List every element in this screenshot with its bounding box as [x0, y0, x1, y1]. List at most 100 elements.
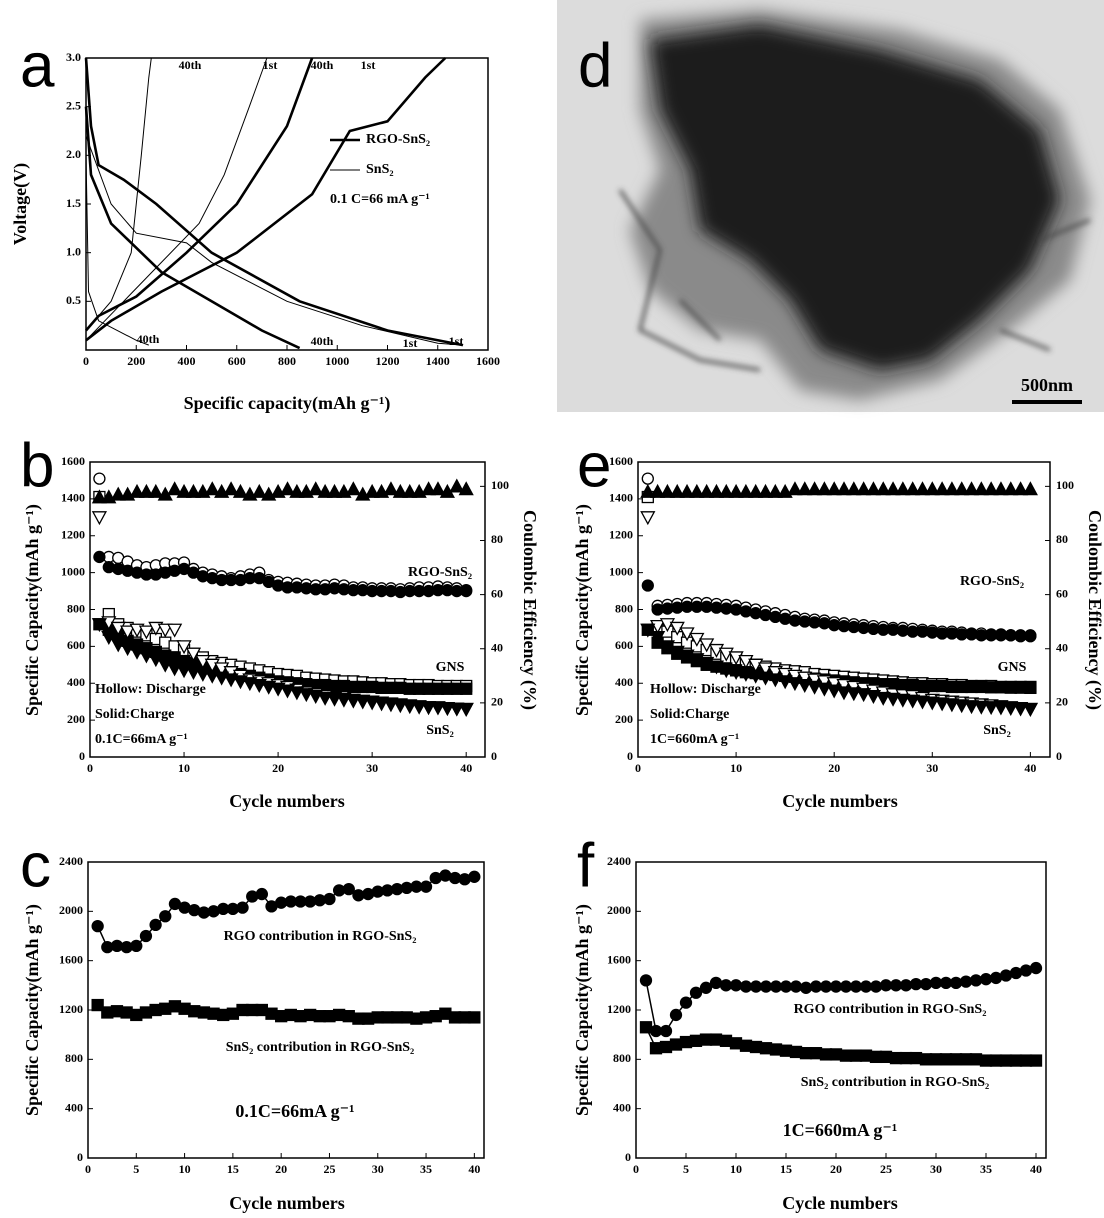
- x-tick-label: 20: [275, 1162, 287, 1176]
- x-tick-label: 800: [278, 354, 296, 368]
- marker: [669, 483, 685, 498]
- voltage-curve: [85, 57, 268, 341]
- marker: [167, 481, 183, 496]
- y-tick-label: 400: [613, 1100, 631, 1114]
- marker: [729, 1037, 743, 1050]
- marker: [110, 638, 126, 653]
- marker: [944, 698, 960, 713]
- marker: [748, 483, 764, 498]
- y-tick-label: 1200: [61, 528, 85, 542]
- marker: [849, 1049, 863, 1062]
- marker: [875, 691, 891, 706]
- x-tick-label: 10: [730, 1162, 742, 1176]
- marker: [939, 1053, 953, 1066]
- tem-image: 500nm d: [557, 0, 1104, 412]
- y-axis-label: Voltage(V): [10, 163, 31, 245]
- marker: [993, 701, 1009, 716]
- marker: [689, 653, 705, 668]
- marker: [905, 481, 921, 496]
- x-tick-label: 1400: [426, 354, 450, 368]
- marker: [336, 693, 352, 708]
- marker: [185, 483, 202, 498]
- marker: [699, 483, 715, 498]
- marker: [641, 579, 654, 592]
- marker: [420, 701, 437, 716]
- marker: [195, 654, 211, 669]
- marker: [1022, 481, 1038, 496]
- marker: [639, 1021, 653, 1034]
- marker: [789, 980, 803, 993]
- voltage-curve: [85, 135, 463, 346]
- marker: [392, 699, 408, 714]
- x-tick-label: 40: [1030, 1162, 1042, 1176]
- marker: [839, 1049, 853, 1062]
- note: 0.1C=66mA g⁻¹: [95, 732, 188, 747]
- marker: [255, 887, 269, 901]
- marker: [101, 631, 117, 646]
- y-tick-label: 400: [615, 675, 633, 689]
- marker: [93, 550, 106, 564]
- marker: [979, 1054, 993, 1067]
- marker: [819, 980, 833, 993]
- y-tick-label: 1200: [607, 1002, 631, 1016]
- series-label: SnS₂ contribution in RGO-SnS₂: [226, 1040, 415, 1055]
- marker: [650, 619, 666, 634]
- marker: [236, 901, 249, 914]
- marker: [729, 603, 743, 616]
- marker: [909, 1051, 923, 1065]
- marker: [748, 658, 764, 673]
- series-label: SnS₂: [426, 723, 454, 738]
- marker: [989, 1054, 1003, 1067]
- marker: [449, 702, 465, 717]
- marker: [914, 481, 931, 496]
- note: Hollow: Discharge: [95, 682, 206, 697]
- marker: [148, 483, 164, 498]
- marker: [91, 998, 104, 1012]
- marker: [836, 481, 852, 496]
- marker: [383, 481, 399, 496]
- x-tick-label: 30: [366, 761, 378, 775]
- y-tick-label: 2.5: [66, 98, 81, 112]
- x-tick-label: 20: [828, 761, 840, 775]
- marker: [326, 483, 343, 498]
- marker: [797, 481, 813, 496]
- x-tick-label: 35: [980, 1162, 992, 1176]
- x-tick-label: 1200: [376, 354, 400, 368]
- marker: [1003, 701, 1019, 717]
- y-tick-label: 200: [615, 712, 633, 726]
- marker: [999, 1054, 1013, 1067]
- marker: [669, 645, 685, 660]
- marker: [919, 1053, 933, 1066]
- marker: [458, 481, 474, 496]
- marker: [816, 481, 832, 496]
- curve-label: 40th: [311, 58, 334, 72]
- marker: [129, 483, 145, 498]
- legend-label: SnS₂: [366, 162, 394, 177]
- flake-core: [650, 25, 1060, 370]
- marker: [909, 977, 923, 991]
- marker: [729, 979, 743, 992]
- marker: [468, 870, 481, 883]
- marker: [859, 1049, 873, 1062]
- marker: [983, 481, 999, 496]
- marker: [875, 481, 891, 496]
- marker: [969, 1053, 983, 1066]
- marker: [895, 481, 911, 496]
- y-tick-label: 2000: [607, 903, 631, 917]
- marker: [865, 481, 882, 496]
- marker: [139, 929, 153, 943]
- y-tick-label: 1000: [609, 564, 633, 578]
- marker: [1029, 961, 1043, 975]
- marker: [1003, 481, 1019, 496]
- marker: [689, 483, 705, 498]
- legend-label: RGO-SnS₂: [366, 132, 430, 147]
- marker: [1019, 964, 1033, 977]
- marker: [326, 692, 343, 707]
- marker: [799, 981, 813, 994]
- marker: [778, 612, 792, 625]
- curve-label: 40th: [137, 332, 160, 346]
- marker: [769, 610, 782, 624]
- marker: [849, 980, 863, 993]
- marker: [460, 584, 473, 598]
- marker: [641, 472, 654, 485]
